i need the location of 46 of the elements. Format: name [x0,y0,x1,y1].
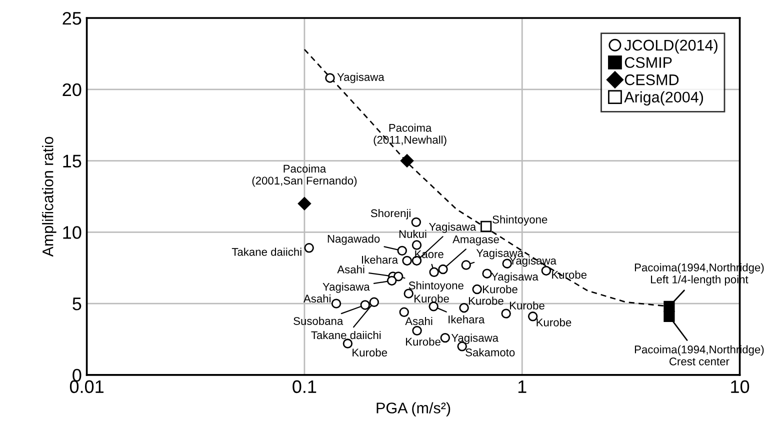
annotation: Susobana [294,316,344,325]
annotation: Takane daiichi [311,330,381,340]
annotation: Takane daiichi [232,248,302,256]
y-axis-title: Amplification ratio [42,136,56,257]
annotation: Asahi [337,265,364,274]
annotation: Kurobe [468,296,504,305]
annotation: Yagisawa [428,222,476,233]
annotation: Shintoyone [408,281,464,292]
annotation: Ikehara [448,315,485,324]
annotation: Pacoima (2011,Newhall) [374,124,446,146]
legend-label: JCOLD(2014) [624,39,718,54]
annotation: Kurobe [510,301,544,310]
y-tick-label: 10 [63,226,82,239]
annotation: Yagisawa [337,72,384,84]
annotation: Yagisawa [491,272,538,283]
legend-label: CESMD [624,74,679,86]
annotation: Amagase [452,236,499,246]
annotation: Shintoyone [492,215,548,226]
annotation: Asahi [303,294,331,303]
x-axis-title: PGA (m/s²) [376,402,450,416]
annotation: Kurobe [482,285,518,294]
annotation: Shorenji [370,209,410,220]
y-tick-label: 0 [72,368,82,382]
annotation: Asahi [405,316,432,326]
y-tick-label: 15 [63,154,82,168]
y-tick-label: 20 [62,83,82,96]
y-tick-label: 25 [62,12,82,25]
annotation: Kurobe [414,294,449,303]
annotation: Sakamoto [466,348,515,356]
x-tick-label: 0.01 [70,380,104,394]
y-tick-label: 5 [72,298,82,310]
legend-label: CSMIP [624,57,672,68]
annotation: Kurobe [352,348,388,357]
x-tick-label: 1 [518,380,526,393]
annotation: Ikehara [362,256,398,264]
annotation: Nukui [399,230,426,238]
annotation: Kurobe [536,318,572,326]
legend-label: Ariga(2004) [624,91,704,106]
annotation: Kurobe [406,338,440,346]
annotation: Yagisawa [451,334,499,344]
annotation: Pacoima (2001,San Fernando) [252,164,357,187]
annotation: Yagisawa [322,282,370,293]
x-tick-label: 10 [731,380,750,394]
annotation: Kurobe [552,270,587,279]
annotation: Nagawado [328,234,380,245]
x-tick-label: 0.1 [292,380,316,394]
